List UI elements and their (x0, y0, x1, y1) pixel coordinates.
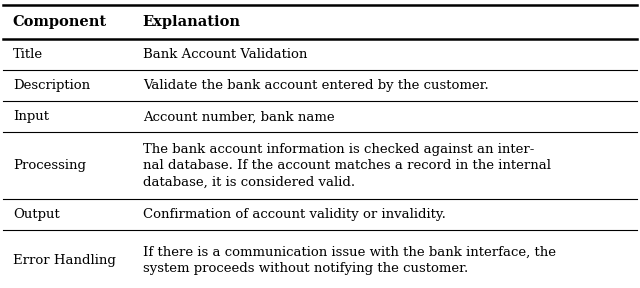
Text: Title: Title (13, 48, 43, 61)
Text: Input: Input (13, 110, 49, 124)
Text: Output: Output (13, 208, 60, 221)
Text: The bank account information is checked against an inter-: The bank account information is checked … (143, 143, 534, 156)
Text: Bank Account Validation: Bank Account Validation (143, 48, 307, 61)
Text: Component: Component (13, 15, 107, 29)
Text: Error Handling: Error Handling (13, 254, 116, 267)
Text: If there is a communication issue with the bank interface, the: If there is a communication issue with t… (143, 245, 556, 258)
Text: Processing: Processing (13, 159, 86, 173)
Text: system proceeds without notifying the customer.: system proceeds without notifying the cu… (143, 262, 468, 275)
Text: Explanation: Explanation (143, 15, 241, 29)
Text: Description: Description (13, 79, 90, 92)
Text: Validate the bank account entered by the customer.: Validate the bank account entered by the… (143, 79, 488, 92)
Text: Account number, bank name: Account number, bank name (143, 110, 334, 124)
Text: nal database. If the account matches a record in the internal: nal database. If the account matches a r… (143, 159, 550, 173)
Text: Confirmation of account validity or invalidity.: Confirmation of account validity or inva… (143, 208, 445, 221)
Text: database, it is considered valid.: database, it is considered valid. (143, 176, 355, 189)
